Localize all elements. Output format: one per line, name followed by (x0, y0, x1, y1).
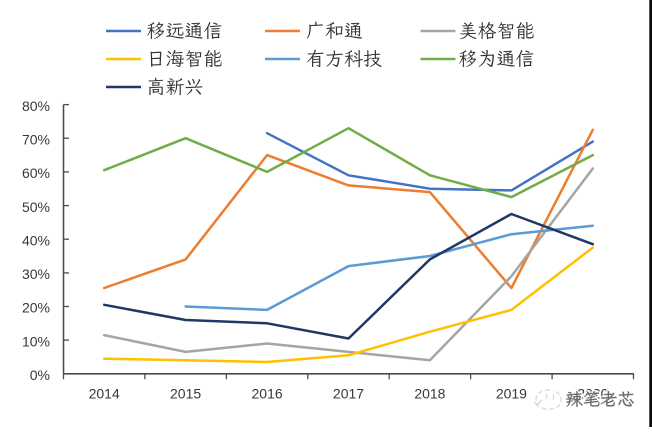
svg-text:20%: 20% (22, 300, 50, 316)
svg-text:10%: 10% (22, 333, 50, 349)
svg-text:80%: 80% (22, 98, 50, 114)
svg-text:30%: 30% (22, 266, 50, 282)
svg-text:2018: 2018 (414, 385, 445, 401)
svg-text:2014: 2014 (89, 385, 120, 401)
svg-text:0%: 0% (30, 367, 50, 383)
svg-text:40%: 40% (22, 232, 50, 248)
svg-text:60%: 60% (22, 165, 50, 181)
svg-text:50%: 50% (22, 199, 50, 215)
svg-text:70%: 70% (22, 131, 50, 147)
svg-text:2016: 2016 (252, 385, 283, 401)
svg-text:2019: 2019 (496, 385, 527, 401)
svg-text:2015: 2015 (170, 385, 201, 401)
svg-text:2017: 2017 (333, 385, 364, 401)
